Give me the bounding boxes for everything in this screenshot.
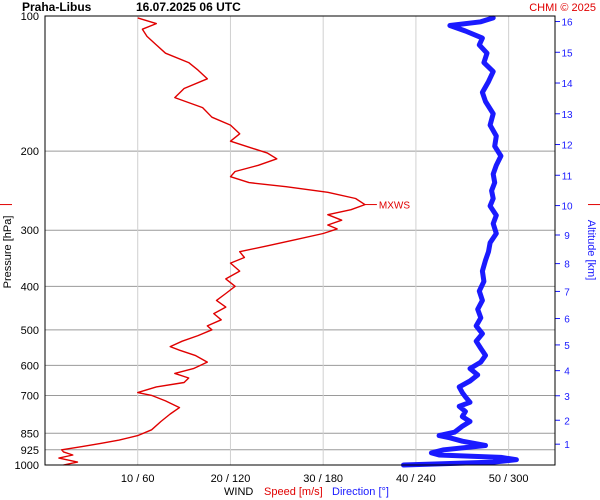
pressure-tick-label: 700 [21,390,39,402]
speed-line [58,17,366,466]
altitude-tick-label: 11 [562,171,573,182]
grid-lines [45,16,555,465]
x-axis-label-wind: WIND [224,486,253,498]
x-axis-label-speed: Speed [m/s] [264,486,323,498]
series-layer [58,15,519,468]
credit-text: CHMI © 2025 [529,2,596,14]
altitude-tick-label: 8 [564,260,570,271]
pressure-tick-label: 300 [21,225,39,237]
x-axis-label-direction: Direction [°] [332,486,389,498]
pressure-tick-label: 400 [21,281,39,293]
altitude-tick-label: 7 [564,287,570,298]
x-tick-label: 20 / 120 [211,473,251,485]
altitude-tick-label: 16 [561,18,573,29]
altitude-tick-label: 2 [564,416,570,427]
mxws-label: MXWS [379,201,410,212]
x-tick-label: 30 / 180 [303,473,343,485]
pressure-tick-label: 200 [21,146,39,158]
pressure-tick-label: 1000 [15,460,39,472]
altitude-tick-label: 6 [564,315,570,326]
pressure-tick-label: 600 [21,360,39,372]
altitude-tick-label: 15 [561,48,573,59]
x-tick-label: 10 / 60 [121,473,155,485]
y-axis-label: Pressure [hPa] [2,216,14,289]
station-title: Praha-Libus [22,0,92,14]
datetime-title: 16.07.2025 06 UTC [136,0,241,14]
altitude-tick-label: 1 [564,440,570,451]
x-tick-label: 50 / 300 [489,473,529,485]
direction-line [401,15,519,468]
altitude-tick-label: 4 [564,367,570,378]
y2-axis-label: Altitude [km] [585,220,597,281]
altitude-tick-label: 9 [564,231,570,242]
altitude-tick-label: 10 [561,202,573,213]
altitude-tick-label: 13 [561,110,573,121]
altitude-tick-label: 12 [561,141,573,152]
pressure-tick-label: 925 [21,445,39,457]
plot-area [44,15,556,466]
pressure-tick-label: 100 [21,11,39,23]
pressure-tick-label: 850 [21,428,39,440]
annotation-layer: MXWS [0,201,600,212]
x-tick-label: 40 / 240 [396,473,436,485]
altitude-tick-label: 14 [561,79,573,90]
altitude-tick-label: 5 [564,341,570,352]
altitude-tick-label: 3 [564,392,570,403]
pressure-tick-label: 500 [21,325,39,337]
